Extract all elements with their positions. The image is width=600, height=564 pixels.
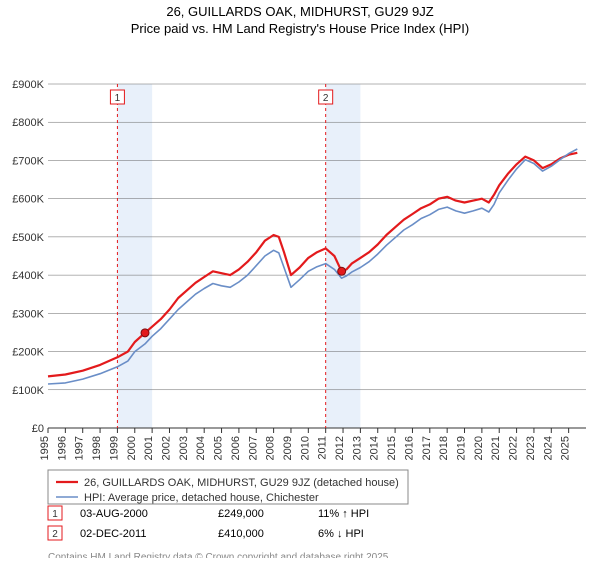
sales-row-delta: 6% ↓ HPI	[318, 528, 364, 540]
chart-svg: £0 £100K £200K £300K £400K £500K £600K £700K £80…	[0, 38, 600, 558]
x-tick-label: 2024	[542, 436, 554, 460]
x-tick-label: 2013	[351, 436, 363, 460]
y-tick-label: £900K	[12, 79, 44, 91]
y-tick-label: £500K	[12, 232, 44, 244]
x-tick-label: 1995	[39, 436, 51, 460]
x-tick-label: 2010	[299, 436, 311, 460]
x-tick-label: 2017	[421, 436, 433, 460]
y-tick-label: £200K	[12, 346, 44, 358]
marker-label: 2	[323, 93, 329, 104]
x-tick-label: 2000	[126, 436, 138, 460]
sales-row-price: £249,000	[218, 508, 264, 520]
y-tick-label: £700K	[12, 155, 44, 167]
shaded-band	[326, 84, 361, 428]
x-tick-label: 2002	[160, 436, 172, 460]
y-tick-label: £300K	[12, 308, 44, 320]
x-tick-label: 2008	[265, 436, 277, 460]
x-tick-label: 2007	[247, 436, 259, 460]
x-tick-label: 1997	[74, 436, 86, 460]
x-tick-label: 2019	[456, 436, 468, 460]
x-tick-label: 2003	[178, 436, 190, 460]
x-tick-label: 2016	[403, 436, 415, 460]
sales-row-date: 03-AUG-2000	[80, 508, 148, 520]
x-tick-label: 2004	[195, 436, 207, 460]
x-tick-label: 2023	[525, 436, 537, 460]
shaded-band	[117, 84, 152, 428]
chart-title-line1: 26, GUILLARDS OAK, MIDHURST, GU29 9JZ	[0, 4, 600, 21]
x-tick-label: 2020	[473, 436, 485, 460]
x-tick-label: 2006	[230, 436, 242, 460]
chart-title-line2: Price paid vs. HM Land Registry's House …	[0, 21, 600, 36]
y-tick-label: £0	[32, 423, 44, 435]
chart-container: { "title_line1": "26, GUILLARDS OAK, MID…	[0, 4, 600, 564]
sale-dot	[141, 329, 149, 337]
x-tick-label: 2025	[560, 436, 572, 460]
legend-label: HPI: Average price, detached house, Chic…	[84, 492, 319, 504]
sales-row-date: 02-DEC-2011	[80, 528, 146, 540]
y-tick-label: £400K	[12, 270, 44, 282]
x-tick-label: 2011	[317, 436, 329, 460]
x-tick-label: 1996	[56, 436, 68, 460]
y-tick-label: £600K	[12, 194, 44, 206]
x-tick-label: 2022	[508, 436, 520, 460]
sale-dot	[338, 267, 346, 275]
x-tick-label: 2014	[369, 436, 381, 460]
x-tick-label: 2015	[386, 436, 398, 460]
y-tick-label: £100K	[12, 385, 44, 397]
sales-row-delta: 11% ↑ HPI	[318, 508, 369, 520]
x-tick-label: 2005	[213, 436, 225, 460]
x-tick-label: 2001	[143, 436, 155, 460]
x-tick-label: 2012	[334, 436, 346, 460]
x-tick-label: 2009	[282, 436, 294, 460]
x-tick-label: 2018	[438, 436, 450, 460]
footer-line1: Contains HM Land Registry data © Crown c…	[48, 552, 391, 558]
y-tick-label: £800K	[12, 117, 44, 129]
x-tick-label: 2021	[490, 436, 502, 460]
marker-label: 1	[115, 93, 121, 104]
sales-row-price: £410,000	[218, 528, 264, 540]
legend-label: 26, GUILLARDS OAK, MIDHURST, GU29 9JZ (d…	[84, 477, 399, 489]
x-tick-label: 1998	[91, 436, 103, 460]
sales-row-marker: 1	[52, 509, 58, 520]
x-tick-label: 1999	[108, 436, 120, 460]
sales-row-marker: 2	[52, 529, 58, 540]
